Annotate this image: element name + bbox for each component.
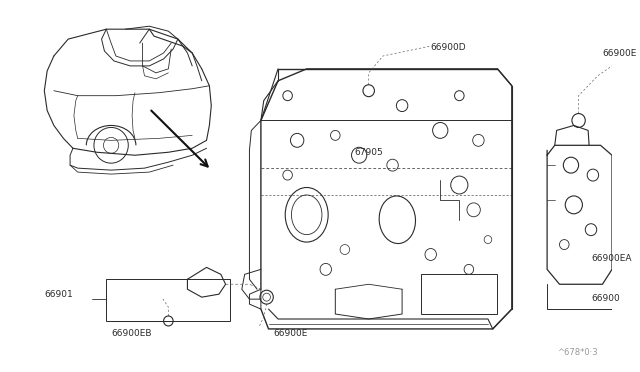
Text: 66900EA: 66900EA: [591, 254, 632, 263]
Text: 66900E: 66900E: [273, 329, 308, 338]
Bar: [106, 279, 230, 321]
Text: 66900E: 66900E: [602, 49, 637, 58]
Text: 66901: 66901: [44, 290, 73, 299]
Text: 66900D: 66900D: [431, 43, 467, 52]
Text: 66900EB: 66900EB: [111, 329, 152, 338]
Text: 67905: 67905: [355, 148, 383, 157]
Text: 66900: 66900: [591, 294, 620, 303]
Text: ^678*0·3: ^678*0·3: [557, 348, 598, 357]
Bar: [421, 274, 497, 314]
